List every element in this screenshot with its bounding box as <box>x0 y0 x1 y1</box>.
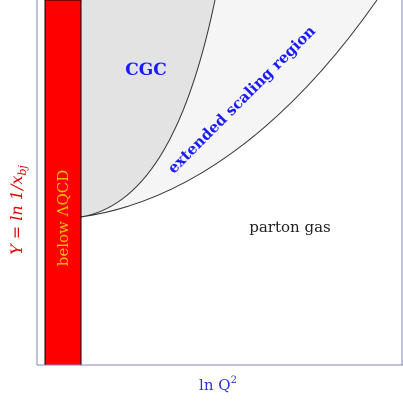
x-axis-label-main: ln Q <box>199 376 231 394</box>
x-axis-label: ln Q2 <box>199 375 237 394</box>
extended-scaling-region <box>81 0 377 217</box>
below-lambda-qcd-band <box>44 0 82 366</box>
cgc-region <box>81 0 215 217</box>
y-axis-label-sub: bj <box>16 165 29 176</box>
saturation-line <box>45 0 216 218</box>
scaling-boundary-line <box>80 0 378 218</box>
parton-gas-label: parton gas <box>249 218 330 236</box>
below-prefix: below <box>54 216 72 266</box>
below-lambda-qcd-label: below ΛQCD <box>54 170 72 267</box>
cgc-label: CGC <box>125 60 167 80</box>
x-axis-label-sup: 2 <box>231 375 237 386</box>
lambda-qcd-symbol: ΛQCD <box>54 170 72 218</box>
y-axis-label: Y = ln 1/xbj <box>7 165 29 255</box>
y-axis-label-main: Y = ln 1/x <box>7 176 26 255</box>
